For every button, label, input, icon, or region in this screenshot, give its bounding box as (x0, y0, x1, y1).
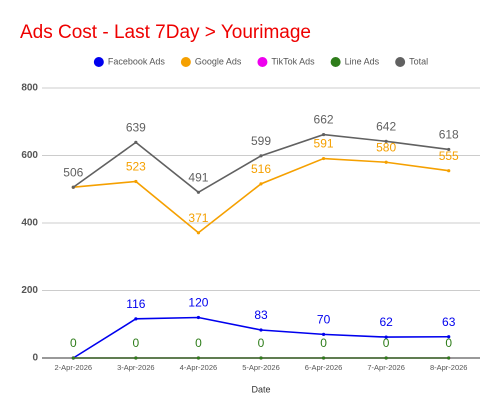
x-tick-label: 8-Apr-2026 (430, 363, 468, 372)
data-label: 0 (70, 336, 77, 350)
data-point (134, 140, 138, 144)
legend-marker (395, 57, 406, 67)
data-label: 523 (126, 160, 146, 174)
data-point (134, 179, 138, 184)
legend: Facebook Ads Google Ads TikTok Ads Line Ads… (93, 56, 428, 67)
data-label: 63 (442, 315, 456, 329)
data-label: 70 (317, 313, 331, 327)
data-label: 506 (63, 165, 83, 179)
y-tick-label: 0 (32, 353, 38, 364)
y-tick-label: 800 (21, 83, 38, 94)
x-tick-label: 4-Apr-2026 (180, 363, 218, 372)
data-point (196, 190, 201, 194)
data-label: 599 (251, 134, 271, 148)
legend-label: Total (409, 56, 428, 66)
data-point (447, 356, 451, 360)
data-point (447, 147, 451, 152)
data-label: 591 (314, 137, 334, 151)
data-label: 662 (314, 113, 334, 127)
x-tick-label: 3-Apr-2026 (117, 363, 155, 372)
legend-marker (180, 57, 191, 67)
data-label: 639 (126, 121, 146, 135)
data-point (196, 356, 201, 360)
data-point (196, 231, 201, 235)
legend-marker (257, 57, 268, 67)
data-label: 116 (126, 297, 145, 311)
legend-label: Facebook Ads (108, 56, 166, 66)
data-label: 62 (379, 315, 393, 329)
data-point (384, 335, 388, 339)
data-point (259, 356, 263, 360)
data-point (321, 332, 326, 336)
data-point (71, 356, 75, 360)
y-tick-label: 200 (21, 285, 38, 296)
x-axis-label: Date (251, 384, 270, 394)
x-tick-label: 5-Apr-2026 (242, 363, 280, 372)
data-point (196, 315, 201, 320)
data-point (259, 182, 263, 186)
data-point (71, 185, 75, 189)
data-label: 642 (376, 119, 396, 133)
legend-label: Google Ads (195, 56, 242, 66)
data-label: 0 (445, 336, 452, 350)
data-label: 0 (258, 336, 265, 350)
data-label: 555 (439, 149, 459, 163)
y-tick-label: 600 (21, 150, 38, 161)
data-point (384, 139, 388, 143)
data-label: 491 (188, 170, 208, 184)
data-point (321, 356, 326, 360)
data-point (384, 356, 388, 360)
legend-marker (330, 57, 341, 67)
data-point (321, 132, 326, 137)
data-point (321, 156, 326, 161)
chart-title: Ads Cost - Last 7Day > Yourimage (20, 22, 311, 43)
data-label: 83 (254, 308, 268, 322)
data-point (447, 169, 451, 173)
data-point (447, 335, 451, 339)
data-label: 371 (188, 211, 208, 225)
data-point (259, 328, 263, 332)
data-point (134, 317, 138, 321)
x-tick-label: 7-Apr-2026 (367, 363, 405, 372)
data-label: 0 (320, 336, 327, 350)
data-point (134, 356, 138, 360)
x-tick-label: 2-Apr-2026 (55, 363, 93, 372)
data-point (259, 154, 263, 158)
data-label: 120 (188, 296, 208, 310)
data-label: 580 (376, 140, 396, 154)
legend-marker (93, 57, 104, 67)
data-label: 0 (133, 336, 140, 350)
data-label: 0 (195, 336, 202, 350)
y-tick-label: 400 (21, 218, 38, 229)
legend-label: TikTok Ads (271, 56, 315, 66)
legend-label: Line Ads (345, 56, 380, 66)
x-tick-label: 6-Apr-2026 (305, 363, 343, 372)
data-label: 618 (439, 128, 459, 142)
data-label: 516 (251, 162, 271, 176)
data-label: 0 (383, 336, 390, 350)
data-point (384, 160, 388, 164)
